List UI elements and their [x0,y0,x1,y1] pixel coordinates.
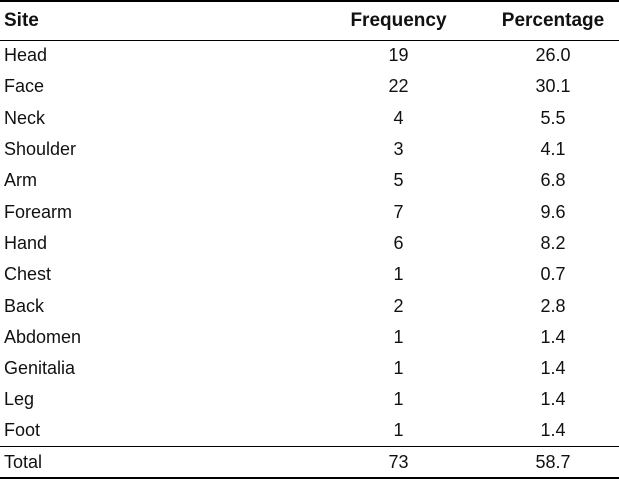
table-row: Neck 4 5.5 [0,103,619,134]
table-row: Chest 1 0.7 [0,259,619,290]
total-percentage: 58.7 [467,446,619,479]
cell-frequency: 1 [393,326,404,347]
total-row: Total 73 58.7 [0,446,619,479]
cell-percentage: 6.8 [540,170,566,191]
cell-percentage: 5.5 [540,107,566,128]
cell-site: Neck [4,107,46,128]
table-row: Abdomen 1 1.4 [0,322,619,353]
cell-percentage: 30.1 [535,76,571,97]
table-row: Genitalia 1 1.4 [0,353,619,384]
cell-site: Arm [4,170,37,191]
cell-site: Leg [4,389,35,410]
cell-percentage: 26.0 [535,45,571,66]
table-row: Back 2 2.8 [0,290,619,321]
table-row: Forearm 7 9.6 [0,196,619,227]
cell-frequency: 2 [393,295,404,316]
cell-frequency: 1 [393,358,404,379]
table-body: Head 19 26.0 Face 22 30.1 Neck 4 5.5 Sho… [0,40,619,479]
cell-site: Foot [4,420,41,441]
cell-percentage: 1.4 [540,420,566,441]
cell-site: Face [4,76,45,97]
cell-site: Abdomen [4,326,82,347]
cell-site: Genitalia [4,358,76,379]
cell-percentage: 9.6 [540,201,566,222]
table-row: Hand 6 8.2 [0,228,619,259]
cell-site: Chest [4,264,52,285]
cell-frequency: 6 [393,232,404,253]
cell-frequency: 5 [393,170,404,191]
total-frequency: 73 [300,446,467,479]
table-row: Shoulder 3 4.1 [0,134,619,165]
table-row: Leg 1 1.4 [0,384,619,415]
cell-percentage: 2.8 [540,295,566,316]
cell-frequency: 7 [393,201,404,222]
table-row: Arm 5 6.8 [0,165,619,196]
cell-percentage: 1.4 [540,389,566,410]
cell-frequency: 1 [393,389,404,410]
cell-site: Hand [4,232,48,253]
column-header-frequency: Frequency [300,0,467,41]
cell-percentage: 1.4 [540,326,566,347]
table-row: Face 22 30.1 [0,71,619,102]
cell-site: Forearm [4,201,73,222]
cell-percentage: 1.4 [540,358,566,379]
table-row: Foot 1 1.4 [0,416,619,447]
cell-frequency: 19 [388,45,409,66]
column-header-percentage: Percentage [467,0,619,41]
cell-site: Back [4,295,45,316]
cell-frequency: 1 [393,264,404,285]
cell-percentage: 8.2 [540,232,566,253]
column-header-site: Site [0,0,300,41]
cell-frequency: 3 [393,139,404,160]
cell-percentage: 0.7 [540,264,566,285]
cell-site: Shoulder [4,139,77,160]
table-header: Site Frequency Percentage [0,0,619,41]
cell-frequency: 4 [393,107,404,128]
table-row: Head 19 26.0 [0,40,619,71]
cell-percentage: 4.1 [540,139,566,160]
cell-frequency: 1 [393,420,404,441]
cell-frequency: 22 [388,76,409,97]
cell-site: Head [4,45,48,66]
total-label: Total [0,446,300,479]
header-row: Site Frequency Percentage [0,0,619,41]
